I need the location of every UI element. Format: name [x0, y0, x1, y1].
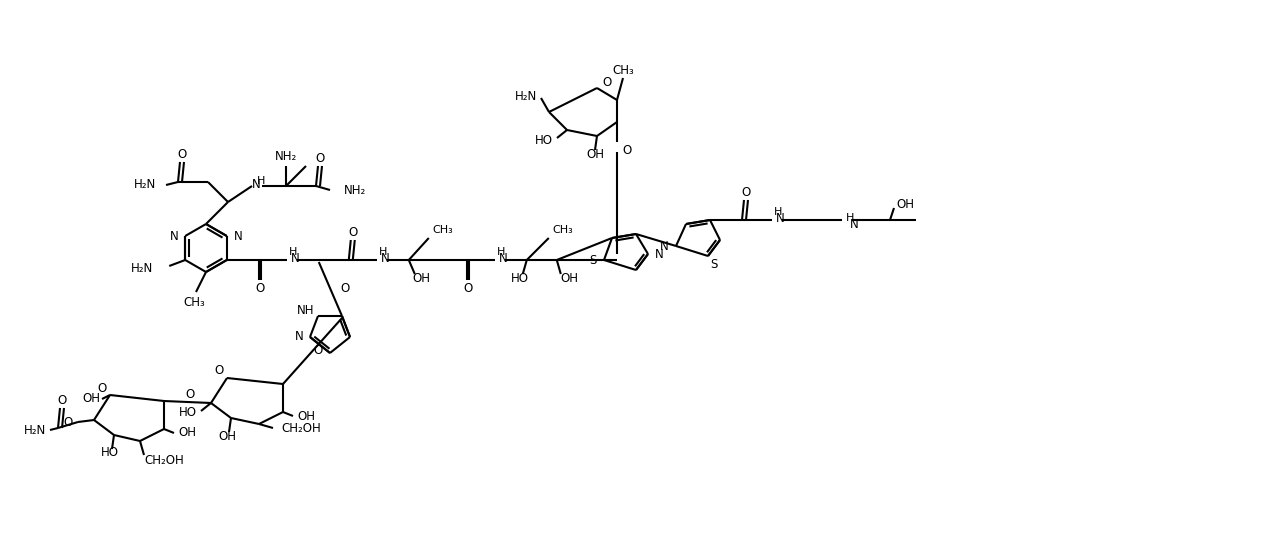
- Text: CH₂OH: CH₂OH: [281, 422, 320, 435]
- Text: O: O: [315, 152, 324, 165]
- Text: N: N: [234, 230, 242, 242]
- Text: O: O: [98, 381, 107, 395]
- Text: S: S: [710, 258, 717, 271]
- Text: HO: HO: [100, 447, 118, 460]
- Text: N: N: [499, 252, 507, 265]
- Text: NH₂: NH₂: [344, 184, 367, 197]
- Text: H: H: [846, 213, 855, 223]
- Text: O: O: [255, 281, 264, 294]
- Text: O: O: [463, 281, 472, 294]
- Text: H: H: [257, 176, 265, 186]
- Text: O: O: [349, 226, 358, 239]
- Text: H: H: [773, 207, 782, 217]
- Text: HO: HO: [535, 133, 553, 146]
- Text: O: O: [64, 415, 73, 429]
- Text: CH₃: CH₃: [432, 225, 453, 235]
- Text: H₂N: H₂N: [23, 423, 46, 436]
- Text: OH: OH: [586, 147, 604, 160]
- Text: N: N: [849, 218, 858, 231]
- Text: N: N: [295, 330, 304, 343]
- Text: OH: OH: [297, 409, 315, 422]
- Text: H: H: [378, 247, 387, 257]
- Text: O: O: [602, 76, 611, 89]
- Text: CH₂OH: CH₂OH: [144, 455, 184, 468]
- Text: H₂N: H₂N: [134, 178, 156, 191]
- Text: O: O: [185, 388, 196, 401]
- Text: H₂N: H₂N: [515, 90, 537, 103]
- Text: HO: HO: [179, 407, 197, 420]
- Text: N: N: [655, 247, 664, 260]
- Text: CH₃: CH₃: [553, 225, 574, 235]
- Text: N: N: [291, 252, 300, 265]
- Text: H₂N: H₂N: [131, 261, 153, 274]
- Text: O: O: [340, 281, 350, 294]
- Text: O: O: [314, 343, 323, 356]
- Text: CH₃: CH₃: [183, 295, 205, 308]
- Text: S: S: [589, 253, 597, 267]
- Text: CH₃: CH₃: [613, 64, 634, 77]
- Text: H: H: [497, 247, 506, 257]
- Text: NH₂: NH₂: [275, 150, 297, 163]
- Text: OH: OH: [413, 272, 431, 285]
- Text: OH: OH: [561, 272, 579, 285]
- Text: O: O: [58, 394, 67, 407]
- Text: NH: NH: [296, 303, 314, 316]
- Text: OH: OH: [178, 427, 196, 440]
- Text: N: N: [776, 212, 785, 225]
- Text: N: N: [381, 252, 390, 265]
- Text: N: N: [252, 178, 261, 191]
- Text: HO: HO: [511, 272, 529, 285]
- Text: OH: OH: [218, 429, 236, 442]
- Text: O: O: [178, 147, 187, 160]
- Text: O: O: [622, 144, 631, 157]
- Text: O: O: [741, 186, 750, 199]
- Text: N: N: [170, 230, 178, 242]
- Text: N: N: [660, 240, 669, 253]
- Text: H: H: [288, 247, 297, 257]
- Text: OH: OH: [896, 198, 914, 211]
- Text: O: O: [215, 364, 224, 377]
- Text: OH: OH: [82, 393, 100, 406]
